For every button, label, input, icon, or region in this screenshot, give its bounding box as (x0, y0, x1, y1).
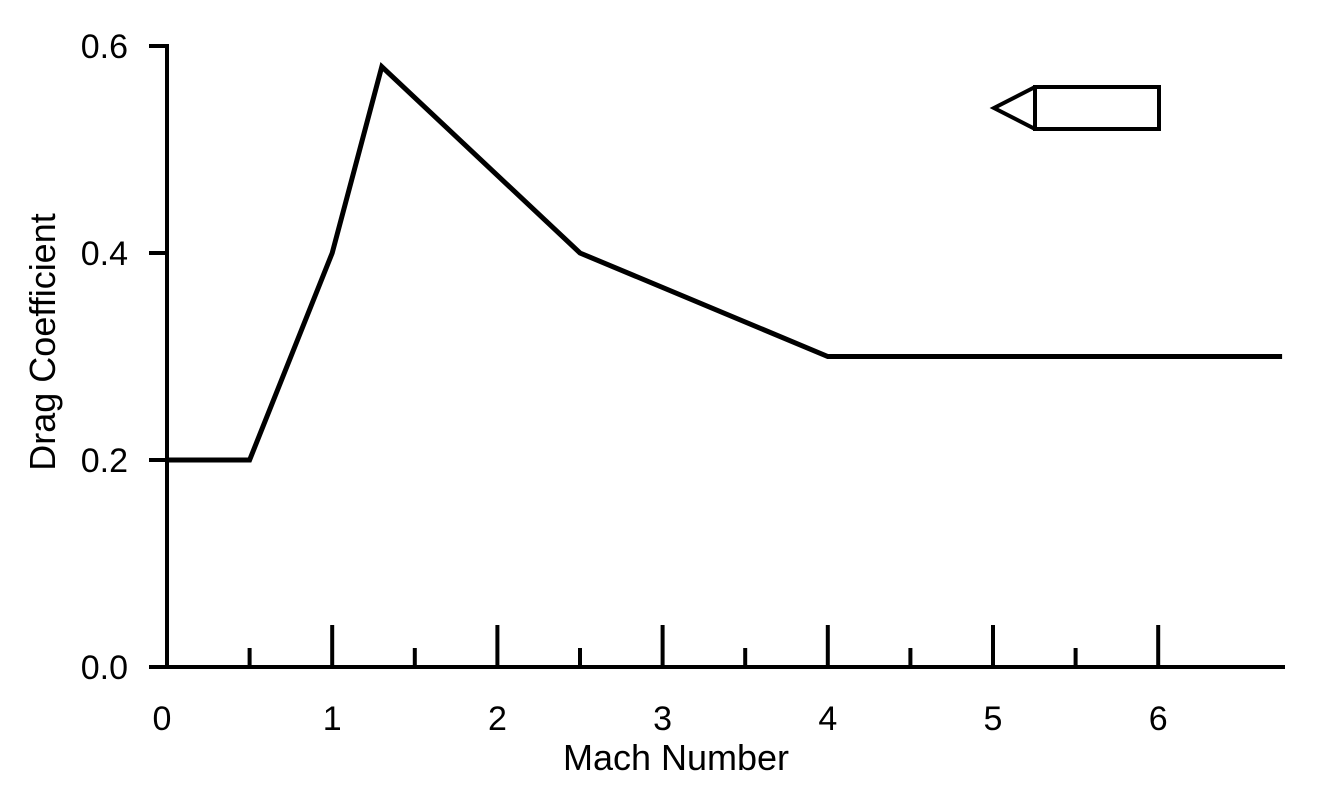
x-tick-label: 1 (323, 700, 342, 738)
y-ticks (149, 44, 167, 669)
series-layer (167, 62, 1283, 463)
axes (165, 44, 1285, 669)
drag-coefficient-line (167, 62, 1283, 463)
x-ticks (247, 625, 1161, 667)
y-tick-label: 0.6 (81, 28, 128, 66)
x-tick-label: 6 (1149, 700, 1168, 738)
x-axis-label: Mach Number (563, 737, 789, 778)
y-tick-labels: 0.0 0.2 0.4 0.6 (81, 28, 128, 687)
y-tick-label: 0.4 (81, 235, 128, 273)
y-axis-label: Drag Coefficient (22, 213, 63, 470)
x-tick-labels: 0 1 2 3 4 5 6 (153, 700, 1168, 738)
y-tick-label: 0.2 (81, 442, 128, 480)
projectile-icon (989, 85, 1161, 131)
x-tick-label: 3 (653, 700, 672, 738)
x-tick-label: 0 (153, 700, 172, 738)
x-tick-label: 4 (818, 700, 837, 738)
y-tick-label: 0.0 (81, 649, 128, 687)
x-tick-label: 5 (984, 700, 1003, 738)
x-tick-label: 2 (488, 700, 507, 738)
